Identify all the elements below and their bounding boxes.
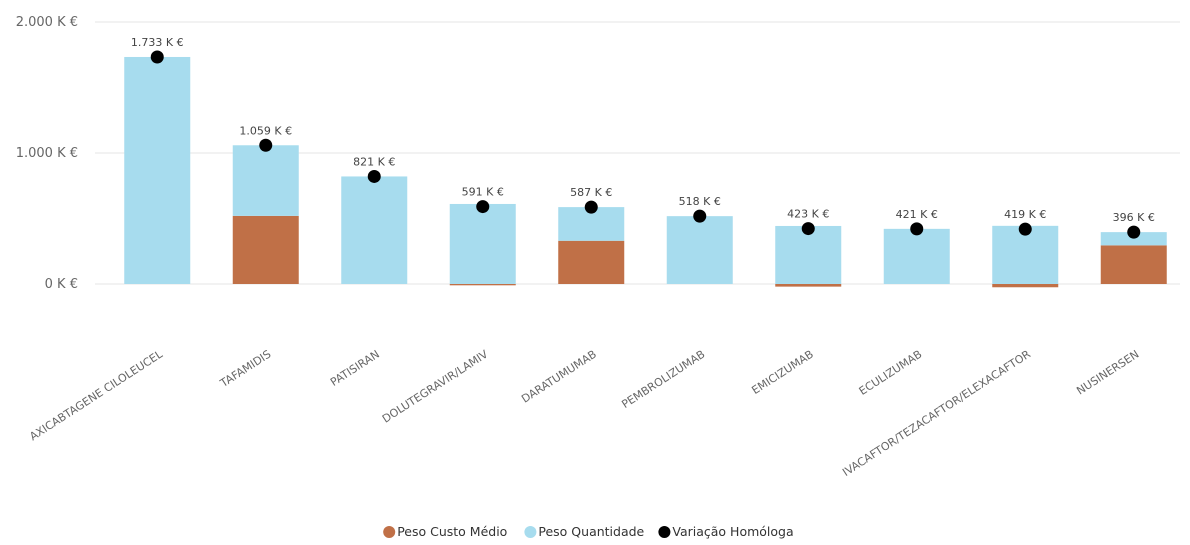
data-label: 587 K € [570, 186, 612, 199]
legend-marker [383, 526, 395, 538]
bars [124, 57, 1167, 287]
data-label: 396 K € [1113, 211, 1155, 224]
y-tick-label: 2.000 K € [16, 15, 78, 30]
variation-point [368, 170, 381, 183]
variation-point [1127, 226, 1140, 239]
legend-marker [658, 526, 670, 538]
variation-point [1019, 223, 1032, 236]
bar-peso-quantidade [233, 145, 299, 216]
y-tick-label: 1.000 K € [16, 146, 78, 161]
bar-peso-quantidade [667, 216, 733, 284]
data-label: 421 K € [896, 208, 938, 221]
bar-peso-custo-m-dio [558, 241, 624, 284]
x-tick-label: PEMBROLIZUMAB [619, 348, 707, 411]
bar-peso-custo-m-dio [775, 284, 841, 287]
data-label: 1.733 K € [131, 36, 184, 49]
bar-peso-quantidade [884, 229, 950, 284]
y-axis: 0 K € 1.000 K € 2.000 K € [16, 15, 78, 292]
x-tick-label: IVACAFTOR/TEZACAFTOR/ELEXACAFTOR [840, 347, 1033, 479]
points [151, 50, 1141, 238]
bar-peso-quantidade [341, 176, 407, 284]
x-tick-label: ECULIZUMAB [857, 348, 925, 398]
legend-label: Variação Homóloga [672, 524, 793, 539]
data-label: 518 K € [679, 195, 721, 208]
x-tick-label: NUSINERSEN [1074, 348, 1141, 398]
bar-peso-custo-m-dio [233, 216, 299, 284]
legend-label: Peso Custo Médio [397, 524, 507, 539]
data-label: 591 K € [462, 186, 504, 199]
x-tick-label: TAFAMIDIS [217, 348, 273, 391]
variation-point [259, 139, 272, 152]
data-label: 821 K € [353, 155, 395, 168]
data-label: 419 K € [1004, 208, 1046, 221]
x-axis: AXICABTAGENE CILOLEUCEL TAFAMIDIS PATISIRA… [27, 347, 1141, 479]
x-tick-label: AXICABTAGENE CILOLEUCEL [27, 347, 165, 443]
variation-point [910, 222, 923, 235]
variation-point [151, 50, 164, 63]
bar-peso-quantidade [450, 204, 516, 284]
bar-peso-custo-m-dio [450, 284, 516, 285]
y-tick-label: 0 K € [45, 277, 78, 292]
x-tick-label: EMICIZUMAB [749, 348, 815, 397]
legend-marker [524, 526, 536, 538]
bar-peso-custo-m-dio [992, 284, 1058, 287]
variation-point [693, 210, 706, 223]
bar-peso-quantidade [124, 57, 190, 284]
data-label: 1.059 K € [239, 124, 292, 137]
data-label: 423 K € [787, 208, 829, 221]
variation-point [585, 201, 598, 214]
variation-point [802, 222, 815, 235]
legend: Peso Custo Médio Peso Quantidade Variação … [383, 524, 793, 539]
variation-point [476, 200, 489, 213]
legend-label: Peso Quantidade [538, 524, 644, 539]
x-tick-label: DOLUTEGRAVIR/LAMIV [380, 347, 491, 425]
bar-peso-custo-m-dio [1101, 245, 1167, 284]
x-tick-label: DARATUMUMAB [519, 348, 599, 406]
x-tick-label: PATISIRAN [328, 348, 382, 389]
